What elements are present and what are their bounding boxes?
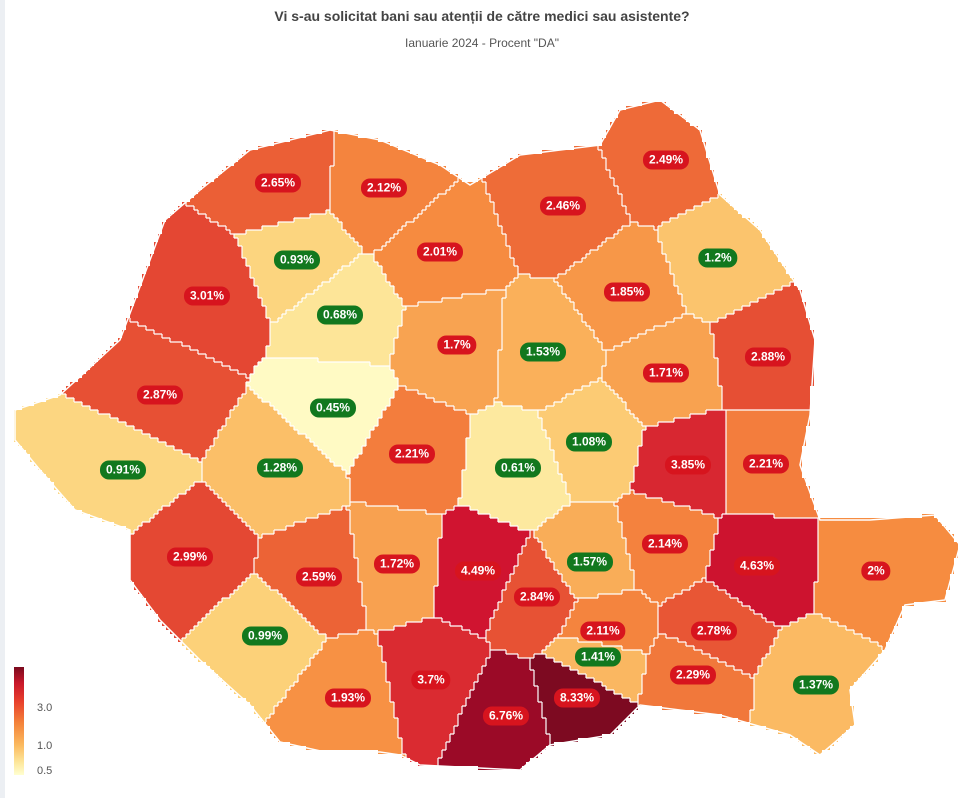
county-value-label: 2.65% [254, 173, 302, 193]
map-title: Vi s-au solicitat bani sau atenții de că… [274, 8, 690, 24]
county-region [814, 514, 958, 650]
county-value-label: 1.93% [324, 688, 372, 708]
legend-tick-high: 3.0 [37, 702, 53, 714]
county-value-label: 2.59% [295, 567, 343, 587]
county-value-label: 2.87% [136, 385, 184, 405]
county-value-label: 4.63% [733, 556, 781, 576]
county-value-label: 0.68% [316, 305, 364, 325]
county-region [494, 274, 606, 410]
county-value-label: 2.14% [641, 534, 689, 554]
county-value-label: 2% [861, 561, 891, 581]
county-value-label: 1.71% [642, 363, 690, 383]
county-value-label: 2.84% [513, 587, 561, 607]
county-region [374, 178, 518, 306]
county-value-label: 0.61% [494, 458, 542, 478]
county-value-label: 3.01% [183, 286, 231, 306]
county-value-label: 2.21% [742, 454, 790, 474]
legend-tick-low: 0.5 [37, 765, 53, 777]
county-value-label: 2.29% [669, 665, 717, 685]
county-value-label: 3.85% [664, 455, 712, 475]
county-value-label: 2.12% [360, 178, 408, 198]
legend-tick-mid: 1.0 [37, 740, 53, 752]
county-value-label: 0.45% [309, 398, 357, 418]
county-value-label: 0.91% [99, 460, 147, 480]
county-value-label: 2.21% [388, 444, 436, 464]
county-value-label: 1.85% [603, 282, 651, 302]
county-value-label: 2.88% [744, 347, 792, 367]
county-value-label: 1.08% [565, 432, 613, 452]
county-value-label: 1.2% [698, 248, 738, 268]
legend-color-scale [14, 667, 24, 775]
county-value-label: 2.46% [539, 196, 587, 216]
county-value-label: 8.33% [553, 688, 601, 708]
county-value-label: 6.76% [482, 706, 530, 726]
county-value-label: 2.01% [416, 242, 464, 262]
county-borders [62, 130, 883, 766]
county-region [182, 574, 326, 722]
county-value-label: 1.7% [437, 335, 477, 355]
county-value-label: 0.99% [241, 626, 289, 646]
county-value-label: 3.7% [411, 670, 451, 690]
county-value-label: 2.78% [690, 621, 738, 641]
country-outline [14, 99, 961, 771]
county-value-label: 4.49% [454, 561, 502, 581]
county-value-label: 1.53% [519, 342, 567, 362]
county-value-label: 1.28% [256, 458, 304, 478]
county-value-label: 2.11% [580, 621, 626, 641]
county-value-label: 2.99% [166, 547, 214, 567]
map-subtitle: Ianuarie 2024 - Procent "DA" [405, 36, 559, 50]
county-value-label: 1.41% [574, 647, 622, 667]
frame-edge [0, 0, 5, 798]
county-value-label: 0.93% [273, 250, 321, 270]
county-region [710, 282, 814, 410]
county-value-label: 1.57% [566, 552, 614, 572]
county-value-label: 1.72% [373, 554, 421, 574]
county-value-label: 1.37% [792, 675, 840, 695]
county-value-label: 2.49% [642, 150, 690, 170]
county-region [378, 618, 490, 766]
